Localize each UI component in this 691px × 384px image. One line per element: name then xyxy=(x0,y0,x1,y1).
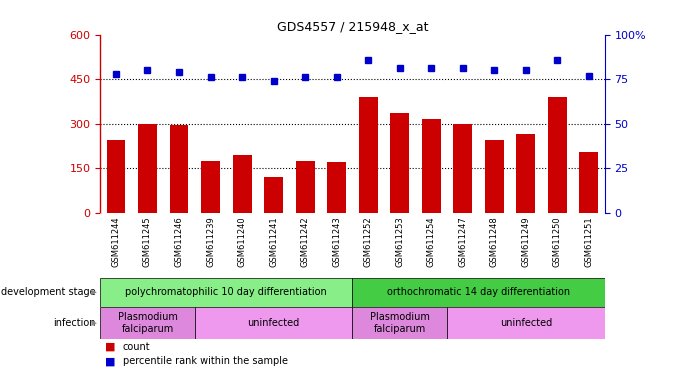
Bar xyxy=(138,124,157,213)
Text: GSM611251: GSM611251 xyxy=(585,216,594,267)
Bar xyxy=(100,307,195,339)
Text: ■: ■ xyxy=(105,342,115,352)
Text: GSM611253: GSM611253 xyxy=(395,216,404,267)
Text: GSM611246: GSM611246 xyxy=(175,216,184,267)
Bar xyxy=(548,97,567,213)
Text: development stage: development stage xyxy=(1,287,95,298)
Bar xyxy=(485,140,504,213)
Title: GDS4557 / 215948_x_at: GDS4557 / 215948_x_at xyxy=(276,20,428,33)
Bar xyxy=(453,124,472,213)
Text: GSM611247: GSM611247 xyxy=(458,216,467,267)
Text: GSM611241: GSM611241 xyxy=(269,216,278,267)
Bar xyxy=(352,307,447,339)
Text: count: count xyxy=(123,342,151,352)
Bar xyxy=(447,307,605,339)
Text: GSM611252: GSM611252 xyxy=(363,216,372,267)
Text: ■: ■ xyxy=(105,356,115,366)
Bar xyxy=(359,97,377,213)
Bar xyxy=(352,278,605,307)
Text: GSM611242: GSM611242 xyxy=(301,216,310,267)
Text: Plasmodium
falciparum: Plasmodium falciparum xyxy=(370,313,430,334)
Text: GSM611239: GSM611239 xyxy=(206,216,215,267)
Bar xyxy=(233,155,252,213)
Bar xyxy=(516,134,536,213)
Bar xyxy=(579,152,598,213)
Text: GSM611245: GSM611245 xyxy=(143,216,152,267)
Text: uninfected: uninfected xyxy=(500,318,552,328)
Text: polychromatophilic 10 day differentiation: polychromatophilic 10 day differentiatio… xyxy=(126,287,327,298)
Bar xyxy=(390,113,409,213)
Bar xyxy=(296,161,314,213)
Text: infection: infection xyxy=(53,318,95,328)
Text: GSM611248: GSM611248 xyxy=(490,216,499,267)
Text: GSM611240: GSM611240 xyxy=(238,216,247,267)
Text: GSM611254: GSM611254 xyxy=(427,216,436,267)
Text: GSM611250: GSM611250 xyxy=(553,216,562,267)
Text: GSM611249: GSM611249 xyxy=(521,216,530,267)
Bar xyxy=(169,125,189,213)
Text: GSM611244: GSM611244 xyxy=(111,216,120,267)
Bar xyxy=(422,119,441,213)
Bar xyxy=(264,177,283,213)
Bar xyxy=(327,162,346,213)
Bar xyxy=(100,278,352,307)
Text: orthochromatic 14 day differentiation: orthochromatic 14 day differentiation xyxy=(387,287,570,298)
Bar xyxy=(201,161,220,213)
Text: Plasmodium
falciparum: Plasmodium falciparum xyxy=(117,313,178,334)
Text: uninfected: uninfected xyxy=(247,318,300,328)
Bar xyxy=(195,307,352,339)
Text: percentile rank within the sample: percentile rank within the sample xyxy=(123,356,288,366)
Text: GSM611243: GSM611243 xyxy=(332,216,341,267)
Bar xyxy=(106,140,125,213)
